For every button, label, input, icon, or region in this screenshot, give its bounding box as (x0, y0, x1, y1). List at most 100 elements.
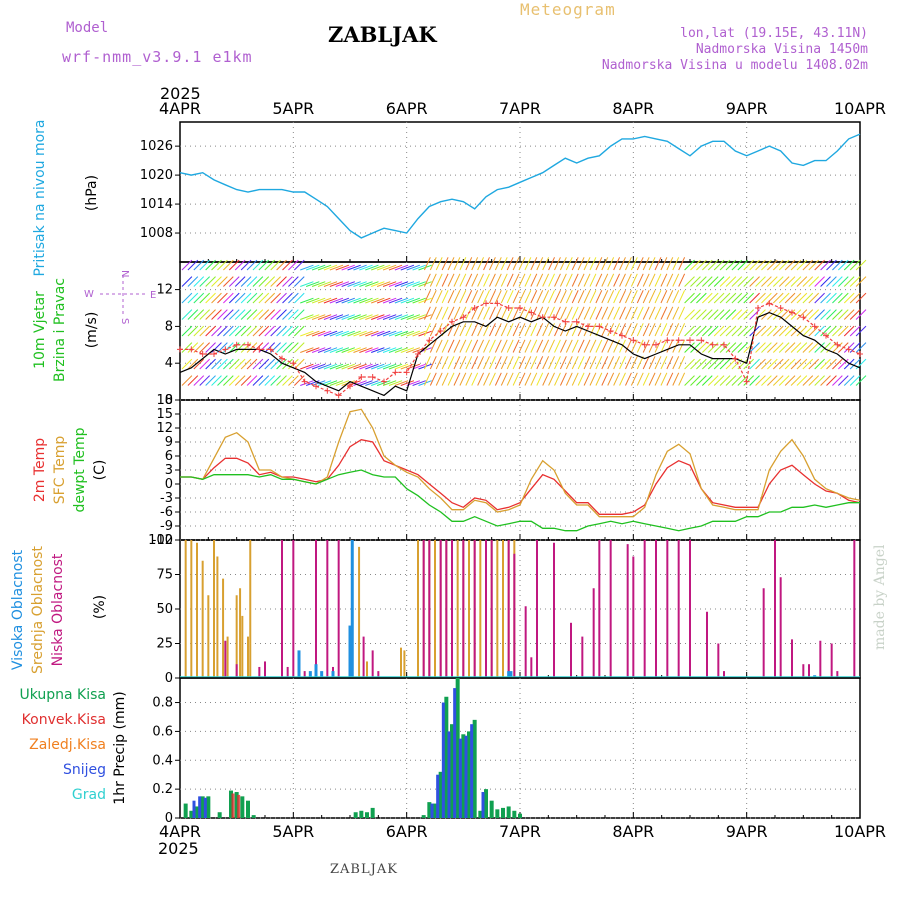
wind-gust-marker (256, 346, 263, 353)
wind-barb (636, 306, 644, 320)
wind-barb (784, 276, 796, 287)
bottom-x-tick-6: 10APR (834, 822, 886, 841)
wind-barb (477, 372, 485, 386)
wind-gust-marker (766, 300, 773, 307)
wind-barb (672, 323, 680, 337)
wind-barb (512, 306, 520, 320)
wind-barb (554, 339, 561, 353)
wind-barb (814, 358, 825, 370)
wind-barb (288, 309, 299, 320)
top-x-tick-2: 6APR (386, 99, 428, 118)
wind-barb (359, 297, 373, 304)
wind-barb (761, 276, 772, 287)
wind-barb (749, 259, 760, 271)
wind-barb (524, 356, 532, 370)
wind-barb (471, 356, 479, 370)
wind-barb (725, 375, 737, 386)
wind-gust-marker (415, 351, 421, 357)
cloud-mid-label: Srednja Oblacnost (30, 546, 46, 674)
wind-barb (613, 290, 621, 304)
precip-bar (251, 815, 256, 818)
wind-barb (359, 314, 373, 320)
legend-konvek: Konvek.Kisa (22, 712, 106, 728)
wind-barb (234, 309, 246, 320)
wind-barb (234, 276, 246, 287)
wind-gust-marker (664, 337, 671, 344)
wind-barb (607, 273, 615, 287)
wind-barb (382, 380, 397, 386)
precip-ytick-2: 0.4 (152, 753, 173, 768)
precip-bar (453, 688, 457, 818)
wind-barb (306, 264, 320, 271)
cloud-ytick-4: 100 (148, 533, 173, 548)
wind-barb (690, 276, 701, 287)
wind-barb (323, 297, 338, 304)
temp-sfc-label: SFC Temp (52, 436, 68, 505)
precip-bar (217, 812, 222, 818)
wind-barb (666, 356, 674, 370)
pressure-line (179, 133, 861, 239)
wind-barb (246, 358, 258, 370)
wind-barb (524, 372, 532, 386)
wind-barb (353, 314, 367, 320)
wind-barb (666, 339, 674, 353)
wind-barb (743, 309, 754, 320)
wind-barb (755, 375, 766, 386)
wind-barb (406, 330, 421, 337)
wind-barb (276, 342, 287, 353)
wind-barb (223, 292, 234, 304)
wind-barb (276, 292, 287, 304)
wind-barb (820, 375, 831, 386)
wind-barb (483, 356, 490, 370)
wind-barb (790, 259, 802, 271)
wind-barb (211, 259, 222, 271)
wind-barb (453, 356, 461, 370)
wind-barb (654, 323, 662, 337)
wind-barb (376, 314, 391, 320)
wind-barb (181, 325, 193, 337)
wind-barb (826, 375, 837, 386)
wind-barb (506, 273, 514, 287)
wind-barb (252, 309, 264, 320)
bottom-x-tick-5: 9APR (726, 822, 768, 841)
precip-bar (458, 738, 462, 818)
wind-gust-marker (222, 346, 229, 353)
wind-barb (767, 325, 778, 337)
wind-barb (749, 276, 760, 287)
wind-barb (518, 339, 526, 353)
wind-barb (701, 276, 713, 287)
wind-barb (719, 309, 731, 320)
wind-gust-marker (301, 378, 308, 385)
temp-ytick-10: 18 (156, 393, 173, 408)
wind-barb (678, 273, 686, 287)
wind-barb (293, 292, 305, 304)
wind-barb (371, 347, 385, 353)
wind-gust-marker (358, 374, 365, 380)
wind-gust-marker (800, 314, 807, 321)
wind-barb (471, 257, 479, 271)
precip-bar (231, 793, 235, 818)
wind-barb (429, 273, 437, 287)
wind-barb (524, 323, 532, 337)
precip-ytick-4: 0.8 (152, 696, 173, 711)
wind-barb (802, 358, 814, 370)
wind-barb (713, 309, 725, 320)
wind-barb (855, 309, 867, 320)
wind-barb (654, 339, 662, 353)
wind-barb (435, 372, 443, 386)
wind-barb (217, 375, 228, 386)
wind-barb (772, 375, 784, 386)
wind-barb (820, 358, 831, 370)
wind-barb (270, 375, 281, 386)
wind-barb (607, 356, 615, 370)
wind-barb (264, 309, 276, 320)
wind-barb (642, 356, 650, 370)
wind-barb (382, 297, 397, 304)
wind-barb (293, 342, 305, 353)
wind-barb (228, 325, 240, 337)
wind-barb (181, 375, 193, 386)
lonlat-label: lon,lat (19.15E, 43.11N) (680, 26, 868, 41)
cloud-high-label: Visoka Oblacnost (10, 549, 26, 670)
precip-panel: 0 0.2 0.4 0.6 0.8 (152, 677, 861, 826)
wind-barb (306, 347, 320, 353)
